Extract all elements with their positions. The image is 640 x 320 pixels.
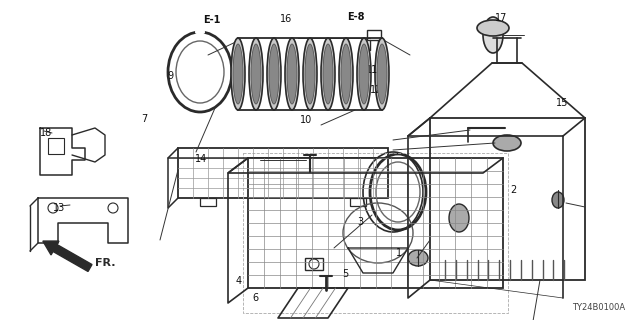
Ellipse shape bbox=[305, 44, 315, 104]
Text: 8: 8 bbox=[304, 57, 310, 68]
Ellipse shape bbox=[552, 192, 564, 208]
Text: 4: 4 bbox=[236, 276, 242, 286]
Bar bbox=[367, 30, 381, 40]
Ellipse shape bbox=[375, 38, 389, 110]
Text: 12: 12 bbox=[370, 84, 382, 95]
Ellipse shape bbox=[251, 44, 261, 104]
Text: FR.: FR. bbox=[95, 258, 115, 268]
Text: 3: 3 bbox=[357, 217, 364, 228]
Ellipse shape bbox=[285, 38, 299, 110]
Text: E-1: E-1 bbox=[204, 15, 221, 25]
Bar bbox=[200, 198, 216, 206]
FancyArrow shape bbox=[43, 241, 92, 271]
Ellipse shape bbox=[477, 20, 509, 36]
Ellipse shape bbox=[449, 204, 469, 232]
Ellipse shape bbox=[287, 44, 297, 104]
Ellipse shape bbox=[339, 38, 353, 110]
Ellipse shape bbox=[249, 38, 263, 110]
Text: 14: 14 bbox=[195, 154, 207, 164]
Ellipse shape bbox=[357, 38, 371, 110]
Text: 2: 2 bbox=[511, 185, 517, 196]
Ellipse shape bbox=[321, 38, 335, 110]
Text: 11: 11 bbox=[366, 65, 378, 75]
Ellipse shape bbox=[233, 44, 243, 104]
Ellipse shape bbox=[483, 17, 503, 53]
Bar bbox=[243, 153, 508, 313]
Bar bbox=[305, 258, 323, 270]
Bar bbox=[48, 138, 64, 154]
Ellipse shape bbox=[323, 44, 333, 104]
Ellipse shape bbox=[267, 38, 281, 110]
Ellipse shape bbox=[341, 44, 351, 104]
Bar bbox=[350, 198, 366, 206]
Ellipse shape bbox=[269, 44, 279, 104]
Text: E-8: E-8 bbox=[348, 12, 365, 22]
Bar bbox=[430, 118, 585, 280]
Ellipse shape bbox=[231, 38, 245, 110]
Text: 10: 10 bbox=[300, 115, 312, 125]
Ellipse shape bbox=[377, 44, 387, 104]
Text: 15: 15 bbox=[556, 98, 568, 108]
Ellipse shape bbox=[408, 250, 428, 266]
Text: 6: 6 bbox=[253, 292, 259, 303]
Text: 1: 1 bbox=[396, 248, 402, 258]
Text: TY24B0100A: TY24B0100A bbox=[572, 303, 625, 312]
Text: 7: 7 bbox=[141, 114, 147, 124]
Text: 5: 5 bbox=[342, 268, 349, 279]
Ellipse shape bbox=[359, 44, 369, 104]
Bar bbox=[248, 158, 503, 288]
Ellipse shape bbox=[303, 38, 317, 110]
Text: 17: 17 bbox=[495, 12, 507, 23]
Ellipse shape bbox=[493, 135, 521, 151]
Text: 9: 9 bbox=[168, 71, 174, 81]
Bar bbox=[178, 148, 388, 198]
Text: 13: 13 bbox=[52, 203, 65, 213]
Text: 18: 18 bbox=[40, 128, 52, 138]
Text: 16: 16 bbox=[280, 14, 292, 24]
